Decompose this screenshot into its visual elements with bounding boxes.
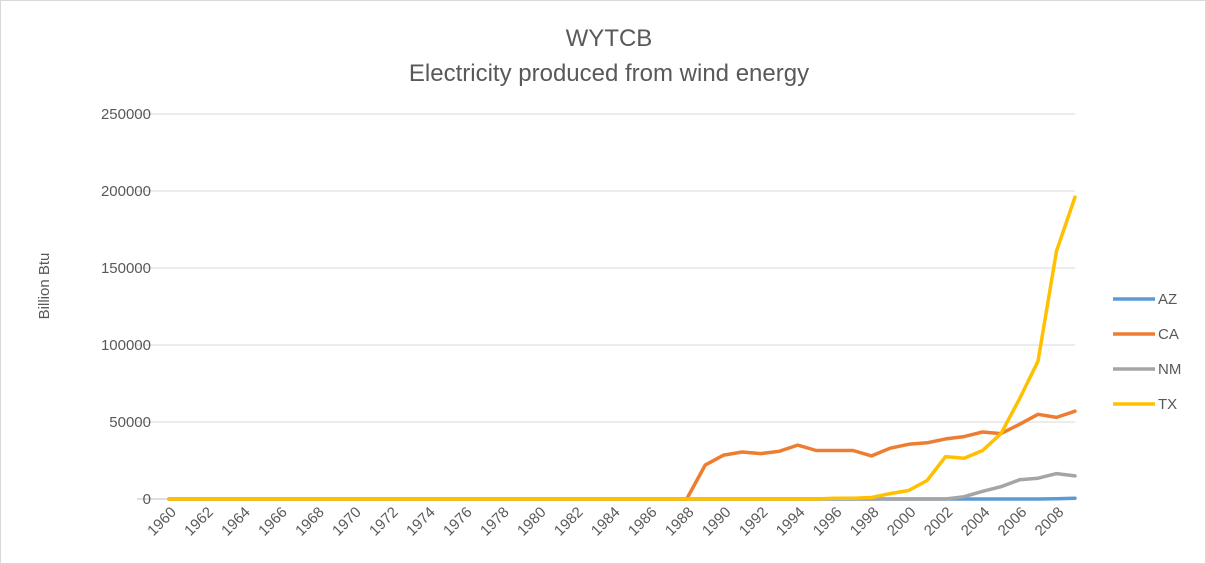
x-tick-label: 2008 — [1032, 504, 1068, 540]
legend-label-az: AZ — [1158, 291, 1177, 308]
x-tick-label: 1980 — [514, 504, 550, 540]
x-tick-label: 1976 — [440, 504, 476, 540]
x-tick-label: 1972 — [366, 504, 402, 540]
x-tick-label: 1974 — [403, 504, 439, 540]
y-tick-label: 50000 — [109, 414, 151, 431]
y-tick-label: 200000 — [101, 183, 151, 200]
legend-label-nm: NM — [1158, 361, 1181, 378]
x-tick-label: 1968 — [292, 504, 328, 540]
chart-subtitle: Electricity produced from wind energy — [409, 60, 809, 87]
y-axis-label: Billion Btu — [36, 253, 53, 320]
y-tick-label: 250000 — [101, 106, 151, 123]
y-axis-ticks: 0 50000 100000 150000 200000 250000 — [101, 106, 151, 508]
x-tick-label: 1962 — [181, 504, 217, 540]
x-tick-label: 1964 — [218, 504, 254, 540]
series-line-ca — [167, 409, 1077, 501]
series-lines — [167, 195, 1077, 501]
x-tick-label: 1982 — [551, 504, 587, 540]
legend: AZ CA NM TX — [1113, 291, 1181, 413]
y-tick-label: 150000 — [101, 260, 151, 277]
x-axis-ticks: 1960 1962 1964 1966 1968 1970 1972 1974 1976 1978… — [144, 504, 1067, 540]
x-tick-label: 1986 — [625, 504, 661, 540]
y-tick-label: 0 — [143, 491, 151, 508]
x-tick-label: 1994 — [773, 504, 809, 540]
x-tick-label: 1996 — [810, 504, 846, 540]
x-tick-label: 1990 — [699, 504, 735, 540]
y-tick-label: 100000 — [101, 337, 151, 354]
x-tick-label: 1998 — [847, 504, 883, 540]
x-tick-label: 1970 — [329, 504, 365, 540]
x-tick-label: 1966 — [255, 504, 291, 540]
x-tick-label: 2000 — [884, 504, 920, 540]
x-tick-label: 1992 — [736, 504, 772, 540]
legend-label-tx: TX — [1158, 396, 1177, 413]
chart-title: WYTCB — [566, 25, 653, 52]
x-tick-label: 2004 — [958, 504, 994, 540]
x-tick-label: 1978 — [477, 504, 513, 540]
x-tick-label: 1960 — [144, 504, 180, 540]
series-line-tx — [167, 195, 1077, 501]
legend-label-ca: CA — [1158, 326, 1179, 343]
series-line-nm — [167, 471, 1077, 501]
x-tick-label: 2002 — [921, 504, 957, 540]
x-tick-label: 1988 — [662, 504, 698, 540]
x-tick-label: 2006 — [995, 504, 1031, 540]
x-tick-label: 1984 — [588, 504, 624, 540]
